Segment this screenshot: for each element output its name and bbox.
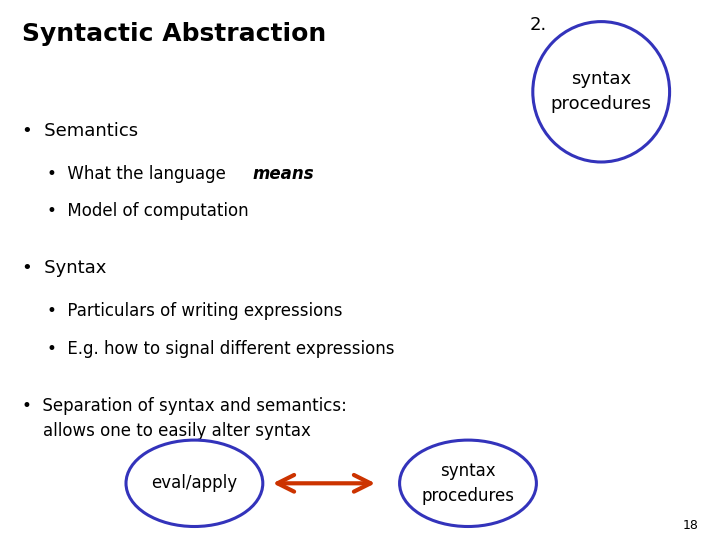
Text: •  Separation of syntax and semantics:
    allows one to easily alter syntax: • Separation of syntax and semantics: al…: [22, 397, 346, 440]
Text: syntax
procedures: syntax procedures: [551, 70, 652, 113]
Text: •  What the language: • What the language: [47, 165, 231, 183]
Text: Syntactic Abstraction: Syntactic Abstraction: [22, 22, 326, 45]
Text: •  Model of computation: • Model of computation: [47, 202, 248, 220]
Text: means: means: [252, 165, 314, 183]
Text: •  Particulars of writing expressions: • Particulars of writing expressions: [47, 302, 342, 320]
Text: 18: 18: [683, 519, 698, 532]
Text: 2.: 2.: [529, 16, 546, 34]
Text: •  Semantics: • Semantics: [22, 122, 138, 139]
Text: •  E.g. how to signal different expressions: • E.g. how to signal different expressio…: [47, 340, 395, 358]
Text: syntax
procedures: syntax procedures: [421, 462, 515, 505]
Text: eval/apply: eval/apply: [151, 474, 238, 492]
Text: •  Syntax: • Syntax: [22, 259, 106, 277]
